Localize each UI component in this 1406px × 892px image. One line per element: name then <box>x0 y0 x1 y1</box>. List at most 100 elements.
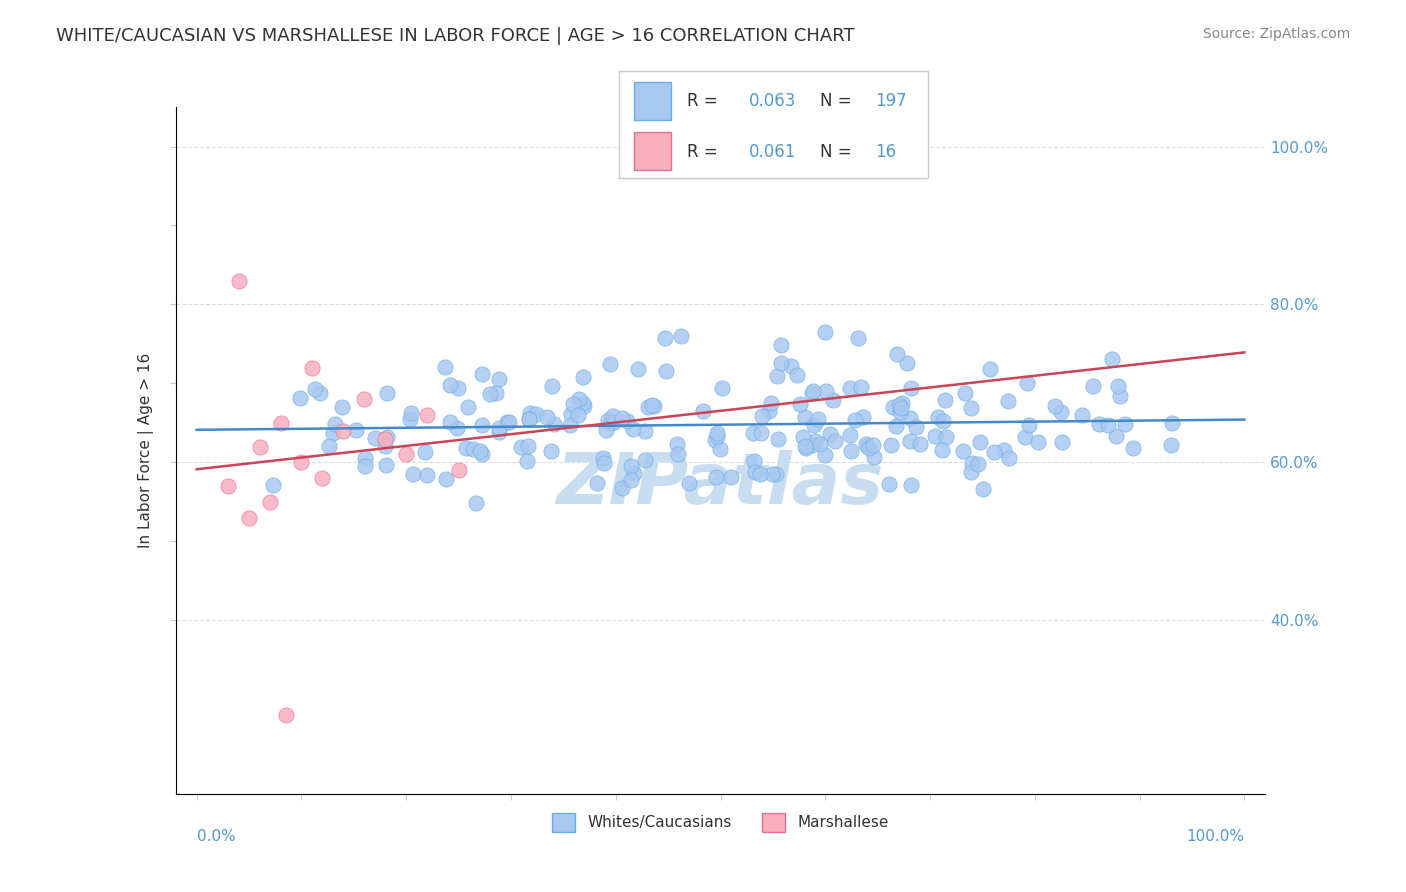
Point <box>891 396 914 410</box>
Point <box>643 399 665 413</box>
Point <box>669 329 692 343</box>
Point <box>318 439 340 453</box>
Point <box>924 428 946 442</box>
Point <box>519 406 541 420</box>
Point <box>468 444 491 458</box>
Point <box>786 368 808 382</box>
Point <box>446 421 468 435</box>
Point <box>710 381 733 395</box>
Point <box>655 364 678 378</box>
Point <box>900 478 922 492</box>
Point <box>488 372 510 386</box>
Point <box>1015 376 1038 390</box>
FancyBboxPatch shape <box>634 82 671 120</box>
Point <box>804 434 827 449</box>
Point <box>439 378 461 392</box>
Point <box>1043 399 1066 413</box>
Point <box>889 404 911 418</box>
Text: R =: R = <box>686 93 723 111</box>
Point <box>803 417 825 432</box>
Point <box>824 434 846 449</box>
Text: WHITE/CAUCASIAN VS MARSHALLESE IN LABOR FORCE | AGE > 16 CORRELATION CHART: WHITE/CAUCASIAN VS MARSHALLESE IN LABOR … <box>56 27 855 45</box>
Point <box>572 370 595 384</box>
Point <box>274 707 297 722</box>
Point <box>623 466 645 480</box>
Point <box>742 425 765 440</box>
Point <box>900 381 922 395</box>
Point <box>794 439 817 453</box>
Point <box>1050 435 1073 450</box>
Point <box>309 386 332 401</box>
Point <box>572 396 595 410</box>
Point <box>374 458 396 472</box>
Point <box>519 412 541 426</box>
Point <box>1101 351 1123 366</box>
Point <box>447 463 470 477</box>
Point <box>972 483 994 497</box>
Text: 0.061: 0.061 <box>748 143 796 161</box>
Point <box>238 510 260 524</box>
Point <box>855 436 877 450</box>
Point <box>761 467 783 481</box>
Point <box>720 469 742 483</box>
Point <box>586 476 609 491</box>
Point <box>751 409 773 424</box>
Point <box>568 392 591 406</box>
Point <box>627 361 650 376</box>
Point <box>290 455 312 469</box>
Point <box>908 436 931 450</box>
Point <box>540 443 562 458</box>
Point <box>1122 441 1144 455</box>
Point <box>485 386 508 401</box>
Point <box>1097 417 1119 432</box>
Text: N =: N = <box>820 143 856 161</box>
Point <box>398 412 420 426</box>
Text: Source: ZipAtlas.com: Source: ZipAtlas.com <box>1202 27 1350 41</box>
Point <box>603 415 626 429</box>
Point <box>808 437 831 451</box>
Point <box>620 474 643 488</box>
Point <box>962 456 984 470</box>
Point <box>879 438 901 452</box>
Point <box>641 399 664 413</box>
Point <box>709 442 731 456</box>
Point <box>498 415 520 429</box>
Text: ZIPatlas: ZIPatlas <box>557 450 884 519</box>
Point <box>616 414 638 428</box>
Point <box>744 465 766 479</box>
Point <box>851 380 873 394</box>
Point <box>543 417 565 432</box>
Point <box>905 420 928 434</box>
Text: 0.0%: 0.0% <box>197 830 235 845</box>
Point <box>447 381 470 395</box>
Point <box>678 475 700 490</box>
Text: 197: 197 <box>876 93 907 111</box>
Point <box>228 274 250 288</box>
Point <box>820 427 842 442</box>
Point <box>692 403 714 417</box>
Point <box>364 431 387 445</box>
Point <box>997 394 1019 409</box>
Point <box>744 454 766 468</box>
Point <box>823 393 845 408</box>
Point <box>960 401 983 415</box>
Point <box>839 428 862 442</box>
Point <box>706 426 728 441</box>
Point <box>931 443 953 458</box>
Point <box>983 445 1005 459</box>
Point <box>898 411 921 425</box>
Point <box>602 409 624 423</box>
Point <box>855 439 877 453</box>
Point <box>560 407 582 421</box>
Point <box>402 467 425 482</box>
Point <box>567 408 589 422</box>
Point <box>704 433 727 447</box>
Point <box>304 382 326 396</box>
Point <box>967 457 990 471</box>
Point <box>852 410 875 425</box>
Point <box>952 444 974 458</box>
Point <box>993 442 1015 457</box>
Point <box>862 450 884 464</box>
Point <box>558 418 581 433</box>
Point <box>789 397 811 411</box>
